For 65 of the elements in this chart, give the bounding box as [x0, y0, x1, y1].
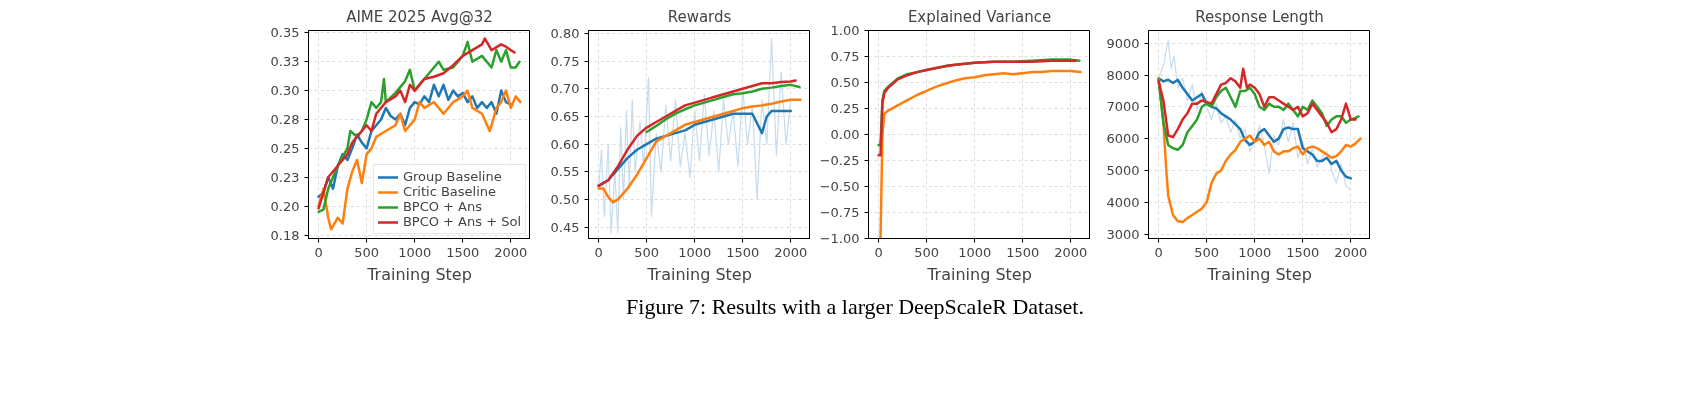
y-tick-label: −1.00 [819, 231, 860, 246]
y-tick-label: 0.80 [550, 25, 580, 41]
y-tick-label: 9000 [1106, 35, 1140, 51]
y-tick-label: −0.25 [819, 153, 860, 168]
x-tick-label: 1000 [398, 244, 432, 260]
x-tick-label: 1000 [678, 244, 712, 260]
y-tick-label: 0.20 [270, 198, 300, 214]
y-tick-label: 0.70 [550, 81, 580, 97]
y-tick-label: 0.75 [830, 49, 860, 64]
y-tick-label: 0.45 [550, 219, 580, 235]
y-tick-label: 3000 [1106, 226, 1140, 242]
x-tick-label: 1500 [726, 244, 760, 260]
y-tick-label: 0.50 [830, 75, 860, 90]
y-tick-label: 1.00 [830, 23, 860, 38]
x-tick-label: 1000 [1238, 244, 1272, 260]
y-tick-label: 0.23 [270, 169, 300, 185]
y-tick-label: 0.60 [550, 136, 580, 152]
x-tick-label: 500 [914, 244, 940, 260]
y-tick-label: 0.50 [550, 192, 580, 208]
legend-label: Group Baseline [402, 169, 502, 184]
x-axis-title: Training Step [366, 264, 472, 284]
y-tick-label: 0.35 [270, 25, 300, 41]
y-tick-label: 5000 [1106, 162, 1140, 178]
caption: Figure 7: Results with a larger DeepScaleR Dataset. [626, 293, 1084, 321]
y-tick-label: 0.00 [830, 127, 860, 142]
legend-label: Critic Baseline [402, 184, 497, 199]
x-tick-label: 500 [354, 244, 380, 260]
chart-title: Explained Variance [907, 7, 1052, 26]
y-tick-label: 6000 [1106, 131, 1140, 147]
x-tick-label: 2000 [1054, 244, 1088, 260]
y-tick-label: 4000 [1106, 194, 1140, 210]
x-tick-label: 1500 [1286, 244, 1320, 260]
x-tick-label: 500 [1194, 244, 1220, 260]
y-tick-label: 0.65 [550, 108, 580, 124]
x-axis-title: Training Step [926, 264, 1032, 284]
legend-label: BPCO + Ans [402, 199, 483, 214]
y-tick-label: −0.50 [819, 179, 860, 194]
x-tick-label: 2000 [1334, 244, 1368, 260]
y-tick-label: 7000 [1106, 99, 1140, 115]
x-tick-label: 1500 [1006, 244, 1040, 260]
y-tick-label: 0.25 [270, 140, 300, 156]
x-tick-label: 1500 [446, 244, 480, 260]
y-tick-label: 0.55 [550, 164, 580, 180]
chart-title: AIME 2025 Avg@32 [346, 7, 493, 26]
y-tick-label: 0.30 [270, 83, 300, 99]
x-tick-label: 0 [1154, 244, 1163, 260]
x-tick-label: 0 [594, 244, 603, 260]
y-tick-label: 8000 [1106, 67, 1140, 83]
x-axis-title: Training Step [1206, 264, 1312, 284]
x-tick-label: 0 [874, 244, 883, 260]
chart-title: Response Length [1195, 7, 1324, 26]
y-tick-label: 0.18 [270, 227, 300, 243]
x-tick-label: 0 [314, 244, 323, 260]
legend-label: BPCO + Ans + Sol [402, 214, 521, 229]
x-tick-label: 2000 [774, 244, 808, 260]
y-tick-label: 0.75 [550, 53, 580, 69]
x-tick-label: 1000 [958, 244, 992, 260]
chart-title: Rewards [667, 7, 732, 26]
x-axis-title: Training Step [646, 264, 752, 284]
y-tick-label: 0.28 [270, 111, 300, 127]
y-tick-label: 0.33 [270, 54, 300, 70]
y-tick-label: −0.75 [819, 205, 860, 220]
x-tick-label: 2000 [494, 244, 528, 260]
y-tick-label: 0.25 [830, 101, 860, 116]
x-tick-label: 500 [634, 244, 660, 260]
